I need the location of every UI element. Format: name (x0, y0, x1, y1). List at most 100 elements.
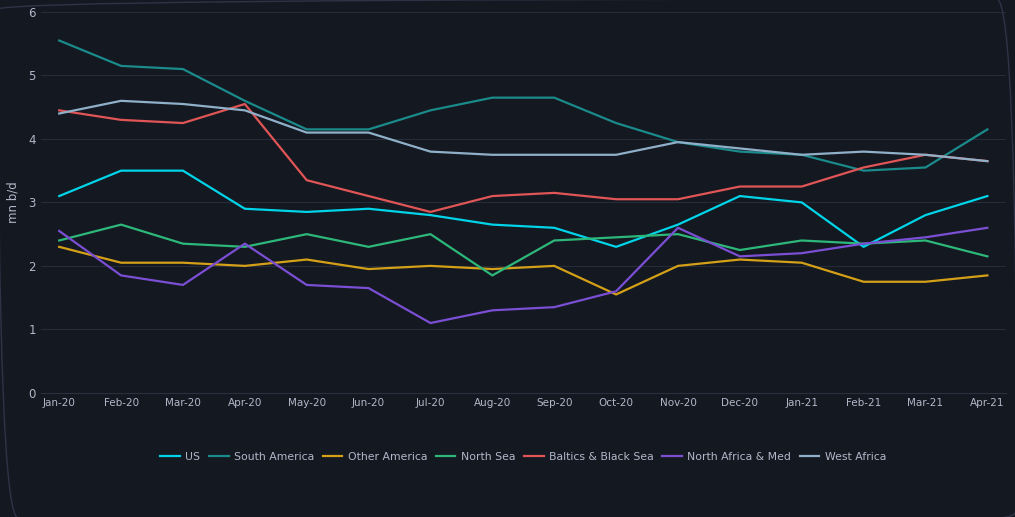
US (858, 244, 870, 250)
North Sea (115, 221, 127, 227)
Line: Other America: Other America (59, 247, 988, 295)
West Africa (177, 101, 189, 107)
South America (796, 151, 808, 158)
North Sea (858, 240, 870, 247)
South America (53, 37, 65, 43)
US (424, 212, 436, 218)
South America (300, 126, 313, 132)
Baltics & Black Sea (734, 184, 746, 190)
North Africa & Med (734, 253, 746, 260)
Y-axis label: mn b/d: mn b/d (7, 181, 20, 223)
West Africa (115, 98, 127, 104)
Other America (548, 263, 560, 269)
West Africa (920, 151, 932, 158)
North Africa & Med (300, 282, 313, 288)
Line: US: US (59, 171, 988, 247)
Other America (239, 263, 251, 269)
US (548, 225, 560, 231)
Baltics & Black Sea (362, 193, 375, 199)
West Africa (362, 129, 375, 135)
Baltics & Black Sea (672, 196, 684, 202)
North Africa & Med (424, 320, 436, 326)
North Sea (920, 237, 932, 244)
West Africa (672, 139, 684, 145)
Line: West Africa: West Africa (59, 101, 988, 161)
West Africa (610, 151, 622, 158)
Baltics & Black Sea (610, 196, 622, 202)
South America (734, 148, 746, 155)
North Sea (734, 247, 746, 253)
North Africa & Med (796, 250, 808, 256)
Other America (610, 292, 622, 298)
North Sea (548, 237, 560, 244)
US (239, 206, 251, 212)
US (362, 206, 375, 212)
North Africa & Med (115, 272, 127, 279)
North Sea (796, 237, 808, 244)
West Africa (239, 107, 251, 113)
Other America (300, 256, 313, 263)
Other America (920, 279, 932, 285)
West Africa (486, 151, 498, 158)
North Africa & Med (177, 282, 189, 288)
Other America (53, 244, 65, 250)
Other America (796, 260, 808, 266)
North Sea (362, 244, 375, 250)
Baltics & Black Sea (920, 151, 932, 158)
North Sea (53, 237, 65, 244)
Other America (672, 263, 684, 269)
Legend: US, South America, Other America, North Sea, Baltics & Black Sea, North Africa &: US, South America, Other America, North … (156, 448, 890, 466)
South America (920, 164, 932, 171)
South America (548, 95, 560, 101)
North Sea (672, 231, 684, 237)
Baltics & Black Sea (177, 120, 189, 126)
US (920, 212, 932, 218)
North Sea (177, 240, 189, 247)
South America (982, 126, 994, 132)
US (734, 193, 746, 199)
West Africa (858, 148, 870, 155)
North Africa & Med (610, 288, 622, 294)
West Africa (300, 129, 313, 135)
Baltics & Black Sea (239, 101, 251, 107)
North Africa & Med (239, 240, 251, 247)
Other America (982, 272, 994, 279)
Baltics & Black Sea (115, 117, 127, 123)
Other America (424, 263, 436, 269)
Other America (486, 266, 498, 272)
West Africa (53, 111, 65, 117)
South America (672, 139, 684, 145)
Other America (115, 260, 127, 266)
Baltics & Black Sea (982, 158, 994, 164)
Other America (362, 266, 375, 272)
North Africa & Med (920, 234, 932, 240)
North Sea (424, 231, 436, 237)
North Africa & Med (486, 307, 498, 313)
US (300, 209, 313, 215)
Line: North Sea: North Sea (59, 224, 988, 276)
Baltics & Black Sea (858, 164, 870, 171)
Baltics & Black Sea (424, 209, 436, 215)
Line: South America: South America (59, 40, 988, 171)
US (486, 221, 498, 227)
North Africa & Med (672, 225, 684, 231)
US (672, 221, 684, 227)
Baltics & Black Sea (486, 193, 498, 199)
US (796, 199, 808, 205)
North Africa & Med (858, 240, 870, 247)
US (115, 168, 127, 174)
North Africa & Med (982, 225, 994, 231)
Baltics & Black Sea (548, 190, 560, 196)
North Africa & Med (548, 304, 560, 310)
Baltics & Black Sea (796, 184, 808, 190)
West Africa (424, 148, 436, 155)
North Sea (982, 253, 994, 260)
South America (362, 126, 375, 132)
Line: North Africa & Med: North Africa & Med (59, 228, 988, 323)
Line: Baltics & Black Sea: Baltics & Black Sea (59, 104, 988, 212)
North Sea (239, 244, 251, 250)
Other America (177, 260, 189, 266)
South America (424, 107, 436, 113)
West Africa (734, 145, 746, 151)
US (610, 244, 622, 250)
